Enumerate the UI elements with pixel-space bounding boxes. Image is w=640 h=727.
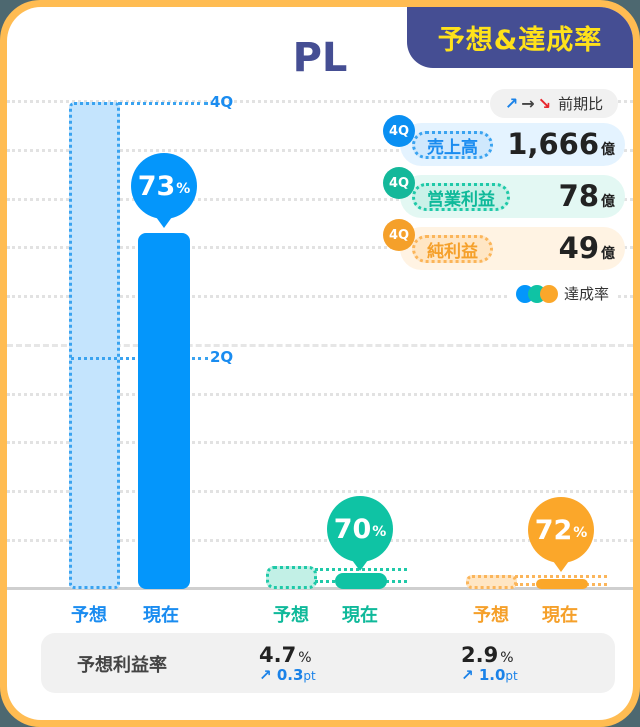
gridline <box>7 539 633 542</box>
net-margin: 2.9% ↗ 1.0pt <box>461 643 518 684</box>
kpi-sales-tag: 売上高 <box>412 131 493 159</box>
gridline <box>7 295 633 298</box>
trend-flat-icon: → <box>521 94 535 113</box>
marker-2q-label: 2Q <box>210 348 234 366</box>
trend-up-icon: ↗ <box>504 94 519 113</box>
trend-up-icon: ↗ <box>259 666 272 684</box>
gridline <box>7 198 633 201</box>
achievement-legend-label: 達成率 <box>564 285 610 303</box>
gridline <box>7 100 633 103</box>
x-label-current-sales: 現在 <box>143 605 179 626</box>
x-label-forecast-sales: 予想 <box>71 605 107 626</box>
achievement-bubble-operating-profit: 70% <box>327 496 393 571</box>
guide-4q <box>118 102 208 105</box>
trend-up-icon: ↗ <box>461 666 474 684</box>
current-bar-sales <box>138 233 190 589</box>
kpi-sales-value: 1,666 億 <box>507 127 615 161</box>
achievement-bubble-net-profit: 72% <box>528 497 594 572</box>
forecast-achievement-badge: 予想&達成率 <box>407 7 633 68</box>
gridline <box>7 246 633 249</box>
forecast-margin-panel: 予想利益率 4.7% ↗ 0.3pt 2.9% ↗ 1.0pt <box>41 633 615 693</box>
x-label-forecast-operating-profit: 予想 <box>273 605 309 626</box>
kpi-operating-profit: 営業利益 4Q 78 億 <box>383 167 625 218</box>
forecast-bar-operating-profit <box>266 566 317 589</box>
gridline-midpoint <box>7 344 633 347</box>
kpi-net-profit: 純利益 4Q 49 億 <box>383 219 625 270</box>
yoy-legend: ↗ → ↘ 前期比 <box>490 89 618 118</box>
x-label-current-net-profit: 現在 <box>542 605 578 626</box>
operating-margin: 4.7% ↗ 0.3pt <box>259 643 316 684</box>
guide-net-4q <box>515 575 607 578</box>
marker-4q-label: 4Q <box>210 93 234 111</box>
achievement-legend: 達成率 <box>510 283 616 304</box>
gridline <box>7 490 633 493</box>
chart-panel: 予想&達成率 PL 4Q 2Q 73% 予想 現在 70% 予 <box>7 7 633 720</box>
current-bar-net-profit <box>536 579 588 589</box>
kpi-operating-profit-value: 78 億 <box>558 179 615 213</box>
page-title: PL <box>292 35 348 81</box>
kpi-net-profit-tag: 純利益 <box>412 235 493 263</box>
kpi-net-profit-value: 49 億 <box>558 231 615 265</box>
achievement-bubbles-icon <box>516 284 558 303</box>
yoy-label: 前期比 <box>558 95 604 113</box>
gridline <box>7 393 633 396</box>
x-label-current-operating-profit: 現在 <box>342 605 378 626</box>
kpi-operating-profit-tag: 営業利益 <box>412 183 510 211</box>
kpi-sales: 売上高 4Q 1,666 億 <box>383 115 625 166</box>
quarter-badge-icon: 4Q <box>383 167 415 199</box>
forecast-bar-net-profit <box>466 575 517 589</box>
quarter-badge-icon: 4Q <box>383 115 415 147</box>
forecast-margin-label: 予想利益率 <box>77 655 167 676</box>
current-bar-operating-profit <box>335 573 387 589</box>
gridline <box>7 149 633 152</box>
gridline <box>7 441 633 444</box>
forecast-bar-sales <box>69 102 120 589</box>
chart-baseline <box>7 587 633 590</box>
achievement-bubble-sales: 73% <box>131 153 197 228</box>
quarter-badge-icon: 4Q <box>383 219 415 251</box>
trend-down-icon: ↘ <box>537 94 552 113</box>
x-label-forecast-net-profit: 予想 <box>473 605 509 626</box>
